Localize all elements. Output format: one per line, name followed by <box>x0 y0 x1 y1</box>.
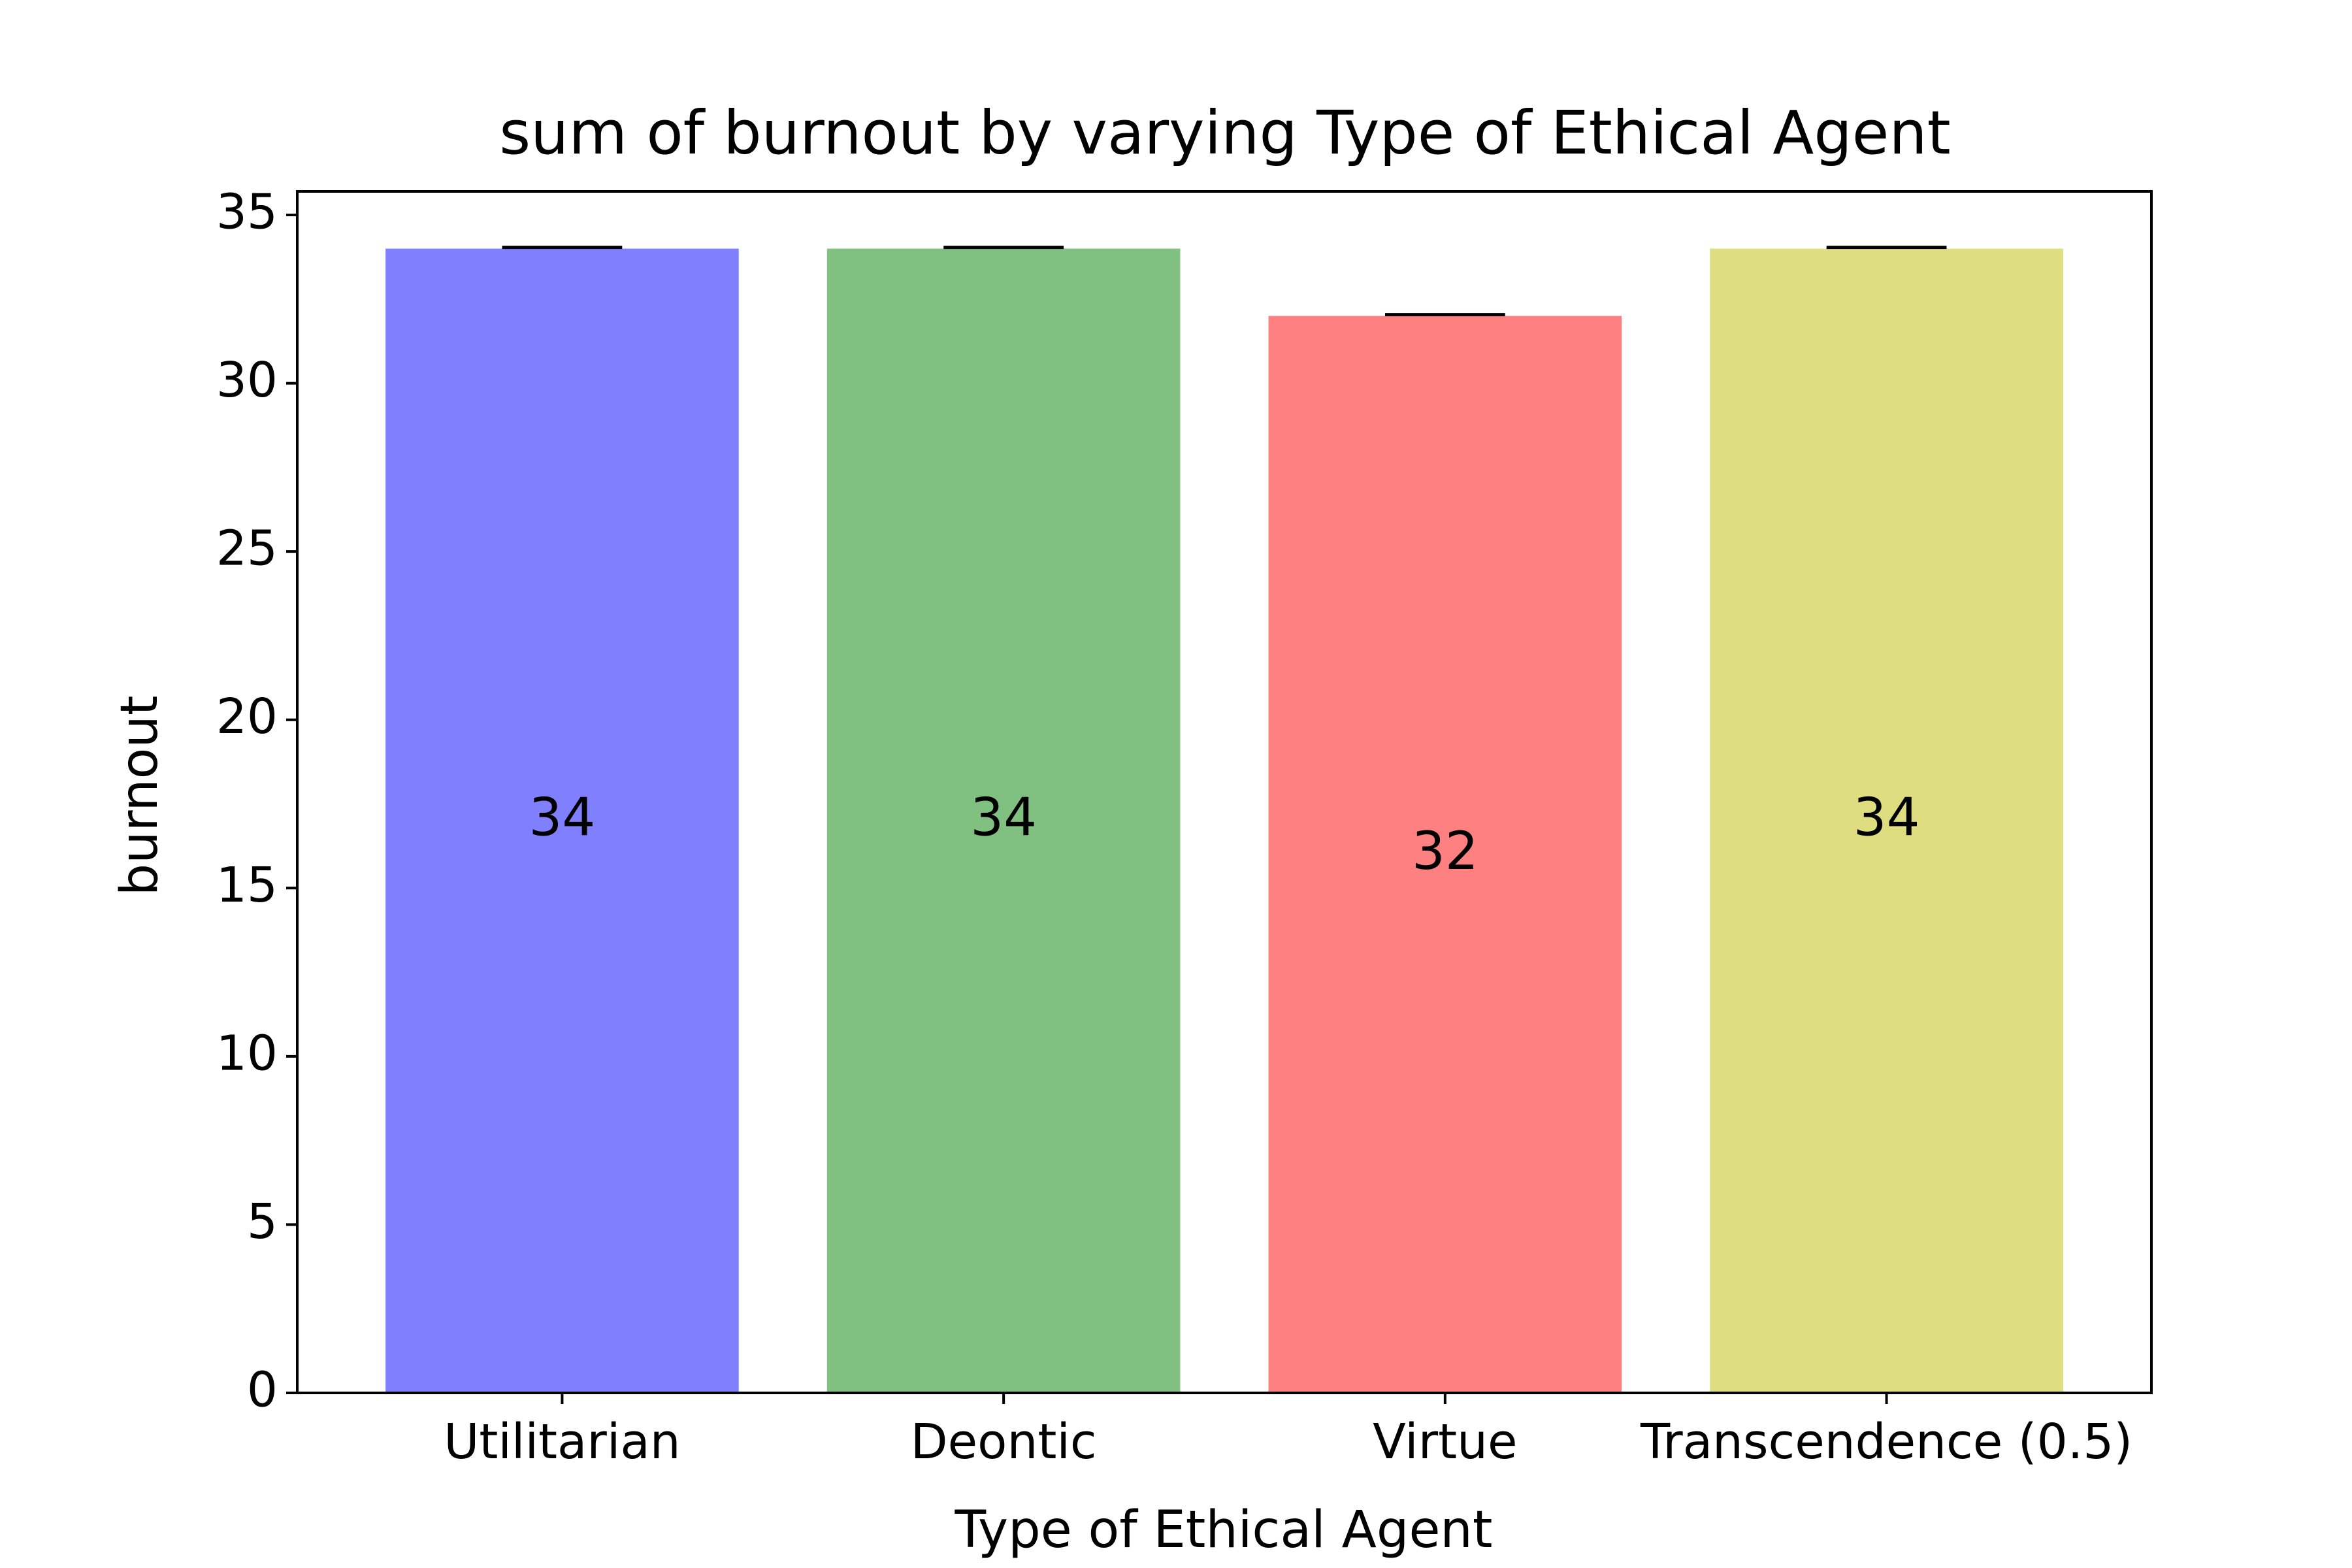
y-tick-label: 0 <box>247 1362 278 1418</box>
x-tick-label: Utilitarian <box>444 1414 680 1470</box>
chart-title: sum of burnout by varying Type of Ethica… <box>499 98 1950 168</box>
x-axis-label: Type of Ethical Agent <box>955 1501 1493 1560</box>
error-bars-layer <box>502 246 1947 317</box>
x-tick-label: Deontic <box>911 1414 1097 1470</box>
y-axis-label: burnout <box>110 696 169 896</box>
data-label: 34 <box>970 787 1037 847</box>
y-tick-label: 5 <box>247 1194 278 1250</box>
x-axis: Utilitarian Deontic Virtue Transcendence (0… <box>444 1393 2132 1470</box>
bar <box>1710 248 2063 1394</box>
data-label: 34 <box>529 787 596 847</box>
bar <box>385 248 739 1394</box>
x-tick-label: Virtue <box>1373 1414 1517 1470</box>
bar <box>826 248 1181 1394</box>
y-tick-label: 10 <box>216 1025 278 1081</box>
y-tick-label: 15 <box>216 857 278 913</box>
y-tick-label: 35 <box>216 184 278 240</box>
y-tick-label: 20 <box>216 689 278 745</box>
bar <box>1268 316 1622 1393</box>
y-tick-label: 25 <box>216 521 278 577</box>
plot-frame <box>296 190 2153 1394</box>
y-tick-label: 30 <box>216 352 278 408</box>
data-label: 34 <box>1854 787 1920 847</box>
data-labels-layer: 34 34 32 34 <box>529 787 1920 881</box>
x-tick-label: Transcendence (0.5) <box>1640 1414 2132 1470</box>
data-label: 32 <box>1412 821 1478 881</box>
y-axis: 0 5 10 15 20 25 30 35 <box>216 184 297 1418</box>
bars-layer <box>385 248 2063 1394</box>
